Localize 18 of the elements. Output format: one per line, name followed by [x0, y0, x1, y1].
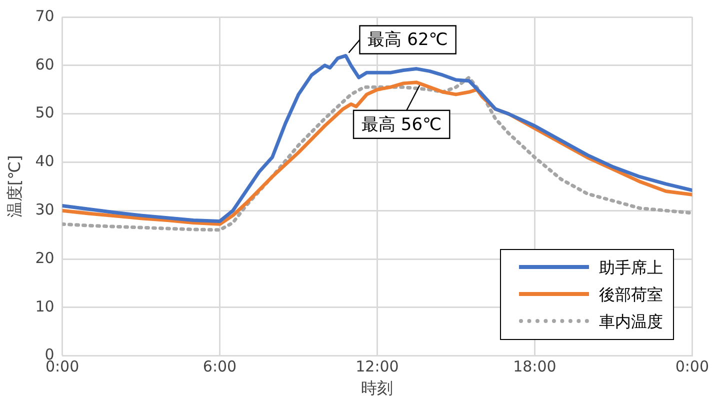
- y-tick-label: 30: [35, 200, 54, 218]
- x-axis-title: 時刻: [361, 378, 394, 398]
- annotation: 最高 62℃: [368, 30, 448, 50]
- x-tick-label: 0:00: [675, 358, 709, 376]
- y-tick-label: 20: [35, 248, 54, 267]
- y-tick-label: 60: [35, 55, 54, 74]
- annotation: 最高 56℃: [362, 114, 442, 135]
- y-tick-label: 40: [35, 152, 54, 170]
- y-tick-label: 10: [35, 297, 54, 316]
- x-tick-label: 6:00: [202, 358, 237, 376]
- legend-label: 車内温度: [599, 310, 664, 333]
- x-tick-label: 12:00: [356, 358, 399, 376]
- legend-label: 助手席上: [599, 256, 664, 279]
- y-tick-label: 50: [35, 104, 54, 122]
- y-axis-title: 温度[℃]: [4, 155, 24, 218]
- x-tick-label: 18:00: [513, 358, 556, 376]
- y-tick-label: 70: [35, 6, 54, 25]
- legend-label: 後部荷室: [599, 284, 664, 306]
